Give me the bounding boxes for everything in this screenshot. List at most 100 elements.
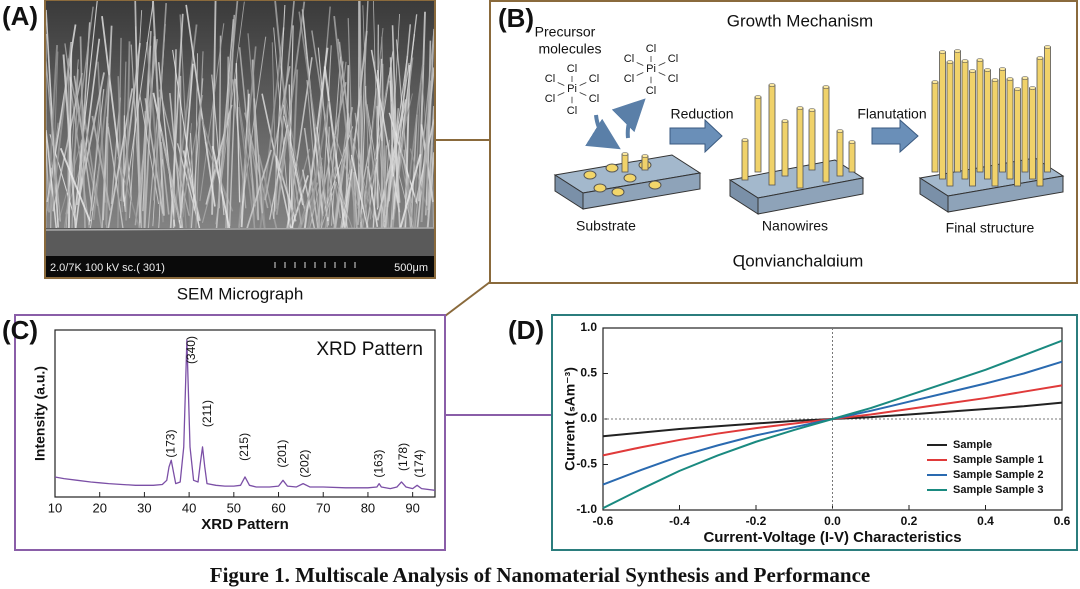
nanowire — [431, 145, 434, 228]
nanowire — [317, 166, 336, 236]
x-tick-label: 40 — [182, 500, 196, 515]
scale-text: 500μm — [394, 262, 428, 274]
nanowire — [426, 128, 429, 217]
rod-tip — [946, 60, 954, 64]
nanowire — [151, 0, 165, 216]
bond — [557, 92, 565, 96]
nanowire — [92, 75, 110, 221]
rod — [954, 50, 961, 173]
rod-tip — [939, 50, 946, 54]
rod-tip — [1029, 86, 1036, 90]
panel-label: (A) — [2, 1, 38, 31]
stage-label: Final structure — [946, 220, 1035, 236]
rod-tip — [741, 138, 749, 142]
nanowire — [383, 129, 395, 247]
rod-tip — [961, 59, 969, 63]
nanowire — [279, 65, 305, 204]
nucleus — [623, 173, 637, 183]
nanowire — [145, 41, 165, 223]
nanowire — [91, 115, 112, 211]
legend-label: Sample — [953, 439, 992, 451]
y-tick-label: -0.5 — [576, 457, 597, 471]
panel-label: (D) — [508, 315, 544, 345]
x-tick-label: 90 — [405, 500, 419, 515]
nanowire — [160, 141, 170, 215]
stage-label: Substrate — [576, 218, 636, 234]
atom: Cl — [567, 105, 577, 117]
nucleus — [611, 187, 625, 197]
y-axis-label: Current (ₛAm⁻³) — [562, 367, 578, 471]
nanowire — [238, 106, 258, 242]
nucleus — [583, 170, 597, 180]
substrate-side — [757, 177, 864, 215]
nanowire — [144, 98, 164, 214]
nanowire — [51, 51, 59, 207]
nanowire — [143, 111, 147, 231]
rod-tip — [1036, 56, 1044, 60]
rod-tip — [976, 58, 984, 62]
nanowire — [125, 41, 131, 221]
y-tick-label: 1.0 — [580, 320, 597, 334]
atom: Cl — [668, 53, 678, 65]
arrow — [611, 98, 646, 139]
nanowire — [427, 106, 435, 211]
atom: Cl — [646, 43, 656, 55]
nanowire — [409, 148, 429, 211]
rod-tip — [836, 129, 844, 133]
nanowire — [311, 30, 342, 219]
charts: 10 20 30 40 50 60 70 80 90 (173) (340) (211) (215) (2… — [32, 320, 1071, 546]
nanowire — [357, 0, 369, 225]
diagram: Pi Cl Cl Cl Cl Cl Cl Pi Cl Cl Cl Cl Cl Cl — [545, 43, 1065, 215]
x-tick-label: 20 — [92, 500, 106, 515]
x-tick-label: 10 — [48, 500, 62, 515]
rod-tip — [954, 49, 961, 53]
y-tick-label: 0.5 — [580, 366, 597, 380]
nanowire — [396, 154, 422, 238]
peak-label: (201) — [275, 440, 289, 468]
peak-label: (163) — [371, 450, 385, 478]
nanowire — [153, 3, 168, 201]
nanowire — [105, 133, 108, 225]
rod-tip — [822, 85, 830, 89]
rod — [808, 109, 816, 171]
bond — [658, 62, 666, 66]
nanowire — [298, 11, 330, 218]
x-tick-label: -0.6 — [593, 514, 614, 528]
rod — [1006, 78, 1014, 180]
rod-tip — [808, 108, 816, 112]
nanowire — [327, 56, 342, 226]
nanowire — [287, 25, 294, 237]
rod-tip — [991, 78, 999, 82]
x-tick-label: 0.0 — [824, 514, 841, 528]
bond — [636, 72, 644, 76]
x-tick-label: 60 — [271, 500, 285, 515]
rod-tip — [1014, 87, 1021, 91]
bond — [579, 92, 587, 96]
nanowire — [76, 139, 83, 206]
rod — [984, 69, 991, 180]
nanowire — [274, 0, 297, 215]
nanowire — [160, 131, 181, 221]
nanowire — [79, 36, 87, 237]
rod-tip — [984, 68, 991, 72]
nanowire — [413, 30, 435, 243]
atom: Cl — [545, 93, 555, 105]
rod-tip — [848, 140, 856, 144]
x-axis-label: XRD Pattern — [201, 516, 289, 533]
nanowire — [370, 49, 401, 213]
connector — [444, 281, 491, 317]
x-tick-label: 80 — [361, 500, 375, 515]
nanowire — [380, 141, 390, 237]
rod — [754, 96, 762, 173]
rod — [991, 79, 999, 187]
nanowire — [285, 148, 311, 237]
legend-label: Sample Sample 3 — [953, 484, 1044, 496]
nanowire — [129, 10, 143, 219]
rod — [1014, 88, 1021, 187]
nanowire — [359, 86, 367, 250]
panel-frame — [14, 314, 446, 551]
rod — [796, 107, 804, 189]
rod — [946, 61, 954, 187]
nanowire — [62, 6, 94, 237]
nanowire — [199, 23, 225, 202]
